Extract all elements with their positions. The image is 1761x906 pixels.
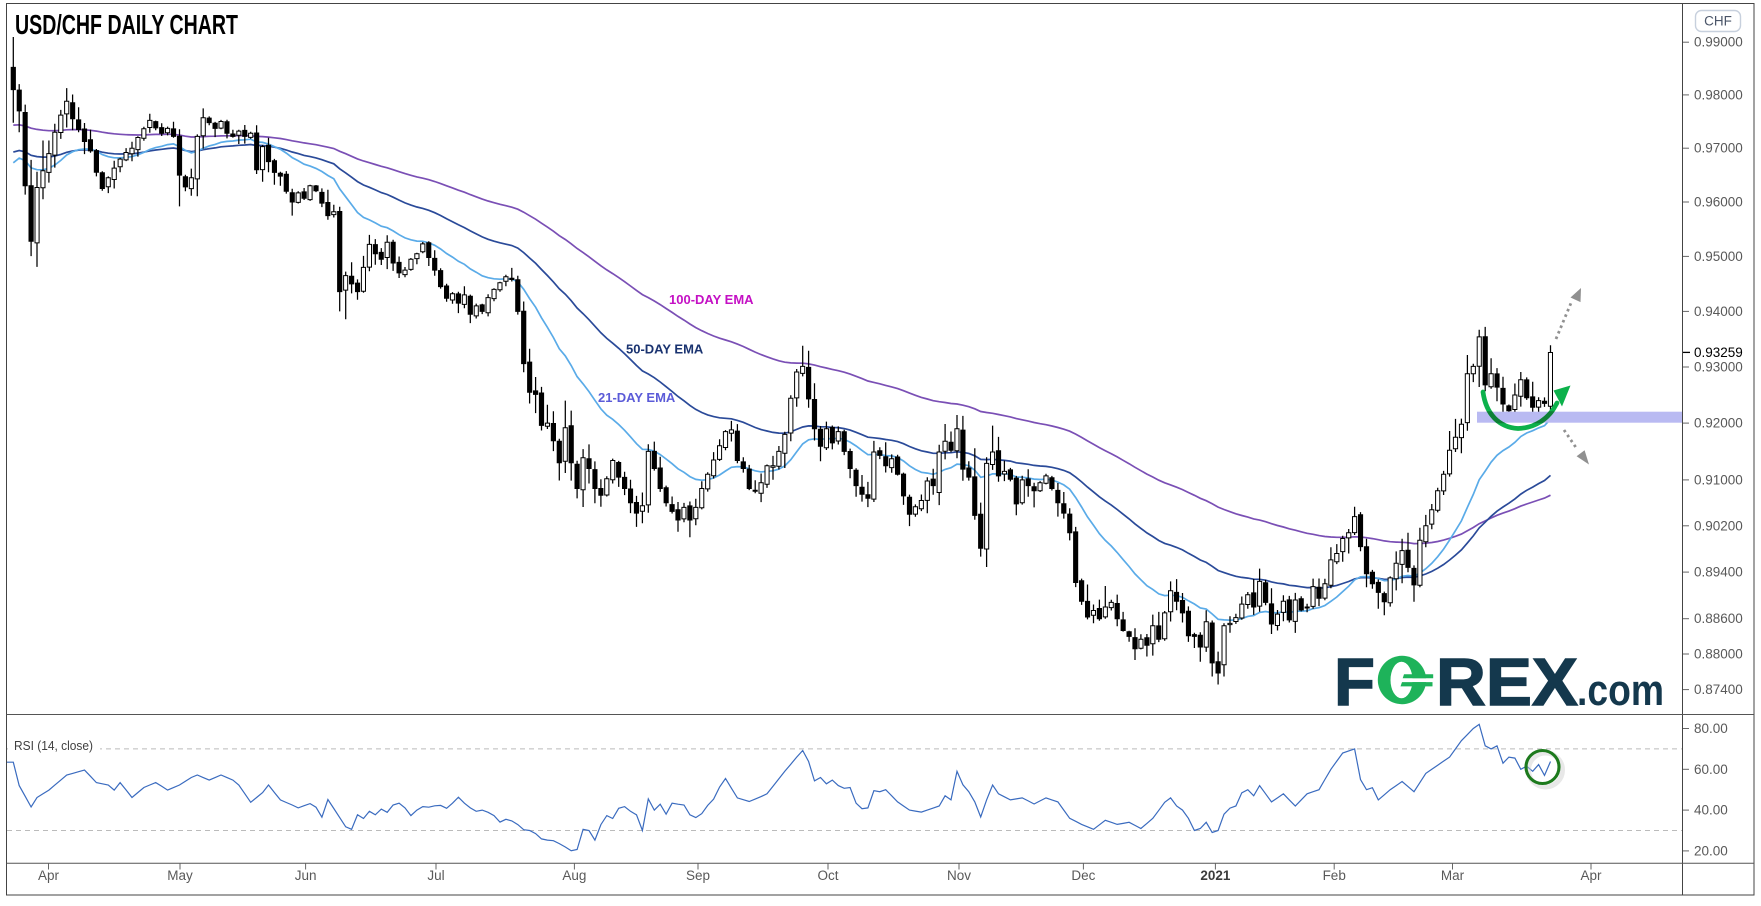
svg-text:2021: 2021	[1200, 868, 1231, 883]
svg-text:0.87400: 0.87400	[1694, 682, 1743, 697]
svg-text:100-DAY EMA: 100-DAY EMA	[669, 292, 754, 307]
svg-text:0.99000: 0.99000	[1694, 35, 1743, 50]
svg-text:0.90200: 0.90200	[1694, 518, 1743, 533]
svg-text:Mar: Mar	[1441, 868, 1465, 883]
svg-text:0.89400: 0.89400	[1694, 565, 1743, 580]
svg-text:Feb: Feb	[1323, 868, 1346, 883]
svg-text:0.96000: 0.96000	[1694, 195, 1743, 210]
svg-text:Apr: Apr	[1580, 868, 1602, 883]
svg-text:.com: .com	[1577, 666, 1664, 715]
svg-text:0.93000: 0.93000	[1694, 360, 1743, 375]
svg-text:Jun: Jun	[295, 868, 317, 883]
svg-text:Sep: Sep	[686, 868, 710, 883]
svg-text:Aug: Aug	[562, 868, 586, 883]
svg-text:0.95000: 0.95000	[1694, 249, 1743, 264]
svg-text:20.00: 20.00	[1694, 843, 1728, 858]
svg-text:Oct: Oct	[817, 868, 838, 883]
svg-text:40.00: 40.00	[1694, 803, 1728, 818]
svg-text:0.94000: 0.94000	[1694, 304, 1743, 319]
svg-text:0.97000: 0.97000	[1694, 141, 1743, 156]
svg-text:0.88600: 0.88600	[1694, 611, 1743, 626]
svg-text:CHF: CHF	[1704, 14, 1732, 29]
svg-text:RSI (14, close): RSI (14, close)	[14, 738, 93, 753]
svg-text:50-DAY EMA: 50-DAY EMA	[626, 342, 704, 357]
svg-text:0.92000: 0.92000	[1694, 416, 1743, 431]
svg-text:0.88000: 0.88000	[1694, 647, 1743, 662]
svg-text:21-DAY EMA: 21-DAY EMA	[598, 390, 676, 405]
svg-text:USD/CHF DAILY CHART: USD/CHF DAILY CHART	[15, 9, 238, 40]
svg-text:0.91000: 0.91000	[1694, 472, 1743, 487]
svg-text:Jul: Jul	[427, 868, 444, 883]
svg-text:0.98000: 0.98000	[1694, 87, 1743, 102]
svg-text:80.00: 80.00	[1694, 721, 1728, 736]
svg-text:F: F	[1334, 645, 1375, 720]
svg-text:Nov: Nov	[947, 868, 971, 883]
svg-text:Dec: Dec	[1071, 868, 1095, 883]
svg-text:60.00: 60.00	[1694, 762, 1728, 777]
svg-text:REX: REX	[1436, 645, 1578, 720]
svg-text:May: May	[167, 868, 193, 883]
svg-text:Apr: Apr	[38, 868, 60, 883]
svg-text:0.93259: 0.93259	[1694, 345, 1743, 360]
